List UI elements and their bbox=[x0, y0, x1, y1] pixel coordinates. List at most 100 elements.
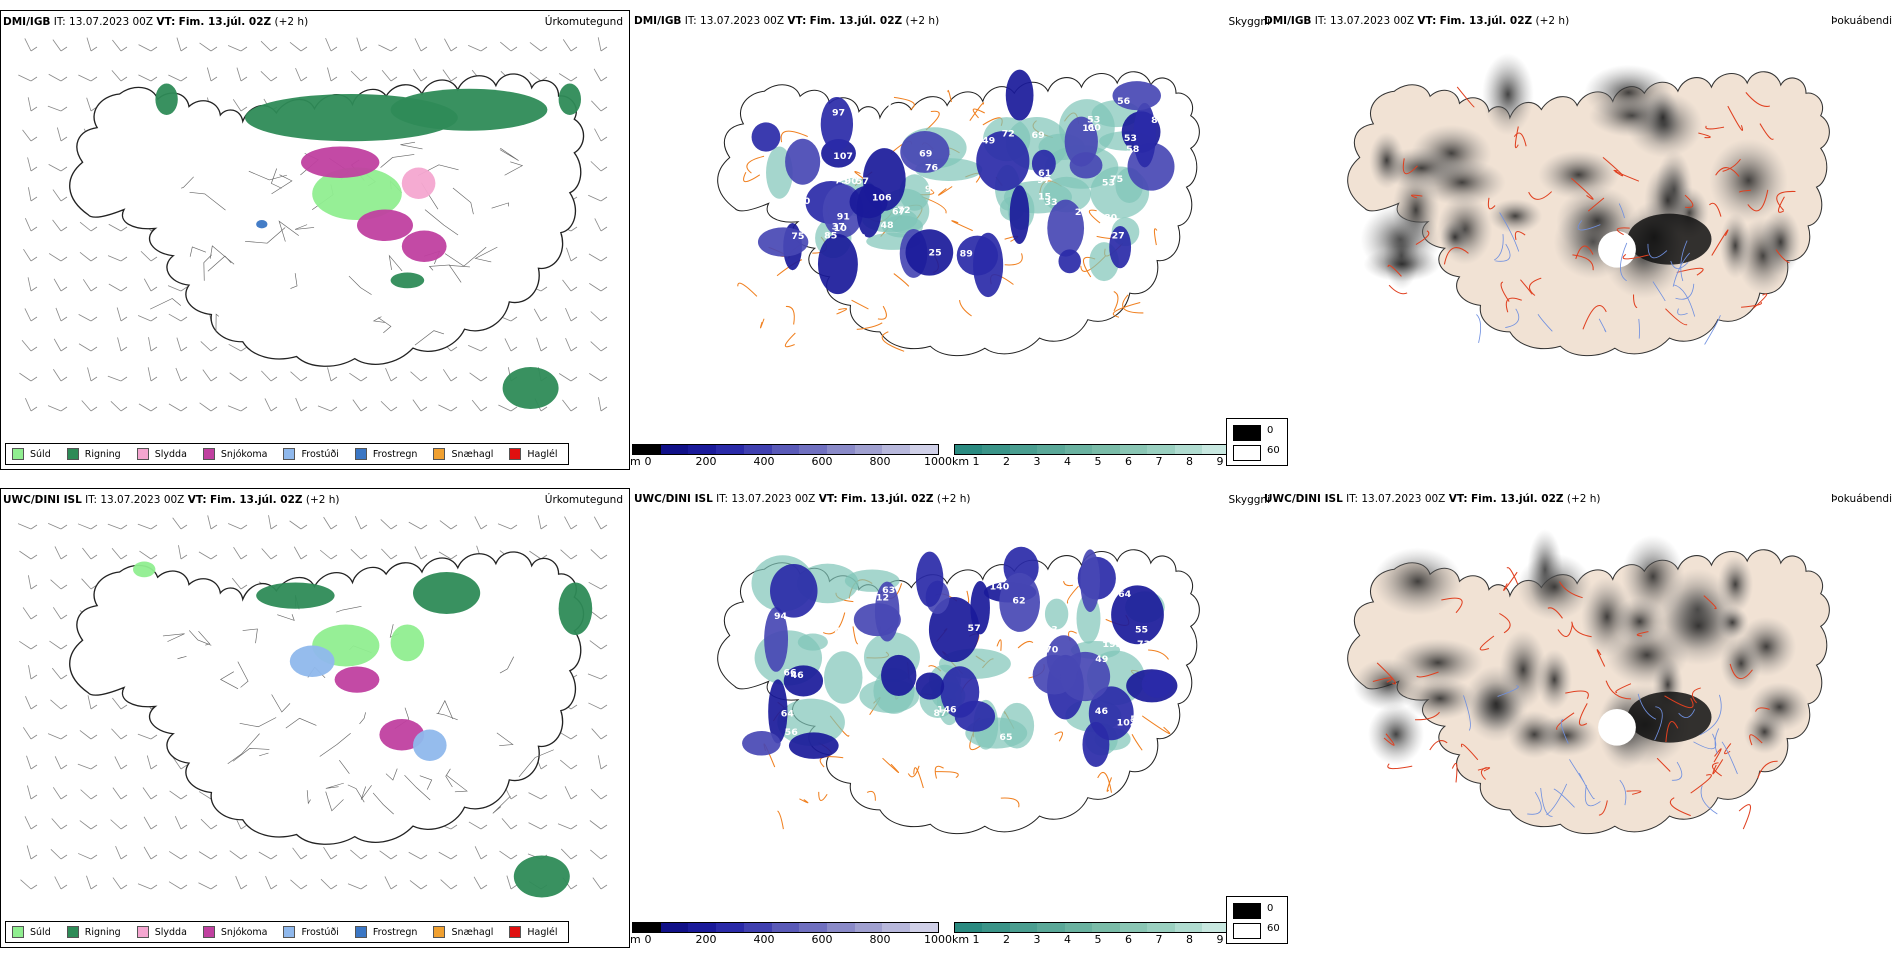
wind-barb bbox=[499, 850, 512, 860]
river-line bbox=[1463, 695, 1471, 731]
road-line bbox=[1520, 279, 1533, 295]
wind-barb bbox=[52, 787, 62, 800]
road-line bbox=[404, 774, 431, 801]
wind-barb bbox=[50, 849, 62, 860]
road-line bbox=[400, 141, 423, 150]
wind-barb-flag bbox=[360, 884, 368, 890]
wind-barb-flag bbox=[210, 406, 218, 412]
road-line bbox=[1622, 253, 1649, 260]
wind-barb-flag bbox=[240, 554, 248, 560]
road-line bbox=[759, 318, 765, 329]
colorbar-cell bbox=[1037, 445, 1065, 454]
wind-barb-flag bbox=[570, 884, 578, 890]
legend-label: Súld bbox=[30, 926, 51, 938]
wind-barb bbox=[261, 370, 272, 382]
road-line bbox=[1602, 156, 1624, 177]
wind-barb-flag bbox=[510, 854, 518, 860]
wind-barb-flag bbox=[60, 584, 68, 590]
wind-barb bbox=[590, 788, 602, 800]
road-line bbox=[836, 308, 848, 315]
river-line bbox=[1560, 719, 1569, 744]
road-line bbox=[1456, 86, 1475, 108]
cloud-base-map: 46 55 50 57 56 63 50 83 64 49 73 94 49 55 64 103 102 112 1… bbox=[717, 546, 1200, 835]
wind-barb-flag bbox=[120, 316, 128, 322]
wind-barb bbox=[138, 403, 152, 412]
cloud-base-value: 97 bbox=[1037, 175, 1050, 186]
road-line bbox=[1372, 677, 1393, 683]
wind-barb-flag bbox=[150, 524, 158, 530]
wind-barb-flag bbox=[60, 196, 68, 202]
valid-time-label: VT: bbox=[156, 16, 176, 28]
wind-barb bbox=[260, 40, 272, 52]
precip-type-panel: Súld Rigning Slydda Snjókoma Frostúði Frostre… bbox=[0, 488, 630, 948]
cloud-base-value: 66 bbox=[783, 668, 796, 679]
road-line bbox=[306, 790, 311, 805]
wind-barb-flag bbox=[30, 406, 38, 412]
wind-barb-flag bbox=[210, 884, 218, 890]
cloud-base-value: 87 bbox=[934, 708, 947, 719]
wind-barb bbox=[414, 38, 422, 52]
cloud-base-area bbox=[915, 672, 945, 700]
wind-barb bbox=[537, 515, 542, 530]
road-line bbox=[325, 782, 344, 789]
colorbar-cell bbox=[1174, 923, 1203, 932]
river-line bbox=[1584, 785, 1601, 807]
wind-barb-flag bbox=[540, 316, 548, 322]
road-line bbox=[181, 176, 194, 189]
valid-time: Fim. 13.júl. 02Z bbox=[209, 494, 303, 506]
wind-barb bbox=[202, 369, 212, 382]
wind-barb bbox=[47, 105, 62, 112]
wind-barb-flag bbox=[120, 406, 128, 412]
wind-barb bbox=[501, 818, 512, 830]
road-line bbox=[866, 790, 876, 801]
wind-barb-flag bbox=[60, 316, 68, 322]
cloud-base-value: 89 bbox=[960, 249, 973, 260]
wind-barb-flag bbox=[30, 554, 38, 560]
road-line bbox=[972, 108, 985, 119]
river-line bbox=[1546, 783, 1568, 816]
colorbar-tick: 800 bbox=[869, 455, 891, 468]
wind-barb bbox=[236, 67, 242, 82]
wind-barb-flag bbox=[600, 286, 608, 292]
wind-barb bbox=[590, 849, 602, 860]
colorbar-cell bbox=[1174, 445, 1203, 454]
road-line bbox=[360, 785, 372, 800]
legend-label: 0 bbox=[1267, 425, 1274, 436]
wind-barb bbox=[473, 876, 482, 890]
precip-legend: Súld Rigning Slydda Snjókoma Frostúði Frostre… bbox=[5, 443, 569, 465]
precip-area bbox=[301, 146, 380, 178]
road-line bbox=[1443, 247, 1469, 265]
wind-barb-flag bbox=[390, 376, 398, 382]
wind-barb bbox=[207, 515, 212, 530]
wind-barb-flag bbox=[120, 256, 128, 262]
fog-area bbox=[1580, 576, 1633, 658]
cloud-base-value: 102 bbox=[1117, 718, 1137, 729]
cloud-base-value: 70 bbox=[953, 205, 967, 216]
cloud-base-area bbox=[915, 551, 944, 607]
wind-barb bbox=[468, 821, 482, 830]
wind-barb-flag bbox=[600, 256, 608, 262]
lead-time: (+2 h) bbox=[936, 493, 971, 505]
wind-barb-flag bbox=[180, 376, 188, 382]
wind-barb-flag bbox=[180, 794, 188, 800]
wind-barb-flag bbox=[180, 76, 188, 82]
wind-barb bbox=[295, 397, 302, 412]
wind-barb bbox=[22, 607, 32, 620]
wind-barb-flag bbox=[120, 76, 128, 82]
legend-label: Frostregn bbox=[372, 448, 418, 460]
wind-barb bbox=[137, 523, 152, 530]
wind-barb bbox=[474, 846, 482, 860]
wind-barb-flag bbox=[330, 76, 338, 82]
wind-barb bbox=[268, 515, 272, 530]
wind-barb-flag bbox=[510, 316, 518, 322]
wind-barb-flag bbox=[30, 884, 38, 890]
cloud-base-value: 53 bbox=[1124, 133, 1137, 144]
road-line bbox=[1387, 763, 1413, 770]
cloud-base-value: 90 bbox=[845, 176, 859, 187]
road-line bbox=[1063, 580, 1074, 587]
wind-barb-flag bbox=[300, 76, 308, 82]
wind-barb-flag bbox=[360, 376, 368, 382]
fog-index-legend: 0 60 bbox=[1226, 418, 1288, 466]
valid-time-label: VT: bbox=[787, 15, 807, 27]
wind-barb-flag bbox=[120, 884, 128, 890]
